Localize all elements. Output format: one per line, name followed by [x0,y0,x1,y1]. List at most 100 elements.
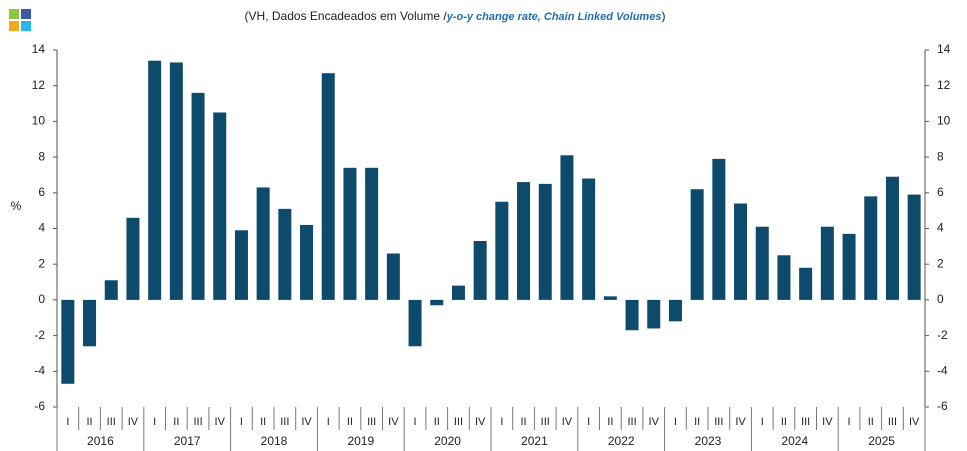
x-tick-label: I [674,416,677,428]
x-tick-label: I [66,416,69,428]
bar [712,158,726,300]
x-tick-label: I [761,416,764,428]
logo [9,9,31,31]
year-label: 2018 [261,434,288,448]
title-en: y-o-y change rate, Chain Linked Volumes [446,11,662,23]
bar [799,267,813,300]
bar [430,299,444,306]
bar [603,296,617,300]
bar [234,230,248,300]
bar [408,299,422,347]
x-tick-label: III [280,416,289,428]
y-tick-label: 4 [38,221,45,235]
bar [321,73,335,300]
x-tick-label: III [627,416,636,428]
bar [864,196,878,300]
bar [538,183,552,300]
x-tick-label: II [520,416,526,428]
x-tick-label: IV [735,416,746,428]
x-tick-label: IV [388,416,399,428]
x-tick-label: IV [475,416,486,428]
x-tick-label: III [367,416,376,428]
x-tick-label: III [193,416,202,428]
x-tick-label: III [888,416,897,428]
y-tick-label: 10 [32,114,46,128]
x-tick-label: I [153,416,156,428]
x-tick-label: I [240,416,243,428]
x-tick-label: I [414,416,417,428]
title-separator: / [443,9,447,23]
year-label: 2025 [868,434,895,448]
bar [343,167,357,300]
y-tick-label: 2 [38,256,45,270]
x-tick-label: IV [822,416,833,428]
bar [734,203,748,300]
x-tick-label: II [868,416,874,428]
y2-tick-label: 6 [937,185,944,199]
y2-tick-label: 2 [937,256,944,270]
bar [820,226,834,300]
bar [126,217,140,300]
x-tick-label: III [107,416,116,428]
bar [668,299,682,322]
y-tick-label: -6 [34,399,45,413]
x-tick-label: II [260,416,266,428]
x-tick-label: II [86,416,92,428]
year-label: 2022 [608,434,635,448]
year-label: 2023 [695,434,722,448]
y-axis-label: % [11,199,22,213]
y-tick-label: -4 [34,363,45,377]
y2-tick-label: 8 [937,149,944,163]
bar [365,167,379,300]
x-tick-label: IV [649,416,660,428]
y2-tick-label: 12 [937,78,951,92]
bar [647,299,661,329]
x-tick-label: II [694,416,700,428]
year-label: 2020 [434,434,461,448]
bar [104,280,118,300]
x-tick-label: IV [215,416,226,428]
bar [842,233,856,300]
x-tick-label: II [347,416,353,428]
bar [560,155,574,300]
y2-tick-label: 4 [937,221,944,235]
bar [300,224,314,300]
title-pt: (VH, Dados Encadeados em Volume [244,9,440,23]
bar [278,208,292,300]
y-tick-label: 0 [38,292,45,306]
year-label: 2021 [521,434,548,448]
y-tick-label: -2 [34,328,45,342]
bar [256,187,270,300]
bar [625,299,639,331]
x-tick-label: IV [562,416,573,428]
y-tick-label: 14 [32,42,46,56]
bar [213,112,227,300]
x-tick-label: IV [909,416,920,428]
y-tick-label: 6 [38,185,45,199]
year-label: 2017 [174,434,201,448]
bar [473,240,487,300]
y2-tick-label: -2 [937,328,948,342]
bar [582,178,596,300]
year-label: 2024 [781,434,808,448]
y2-tick-label: -4 [937,363,948,377]
x-tick-label: I [587,416,590,428]
x-tick-label: I [327,416,330,428]
x-tick-label: II [173,416,179,428]
x-tick-label: I [848,416,851,428]
bar [690,189,704,300]
bar [61,299,75,384]
x-tick-label: I [500,416,503,428]
x-tick-label: III [801,416,810,428]
y2-tick-label: 0 [937,292,944,306]
bar [907,194,921,300]
chart-title: (VH, Dados Encadeados em Volume /y-o-y c… [0,9,910,23]
y2-tick-label: 14 [937,42,951,56]
bar [755,226,769,300]
y2-tick-label: 10 [937,114,951,128]
bar [495,201,509,300]
year-label: 2016 [87,434,114,448]
bar [885,176,899,300]
